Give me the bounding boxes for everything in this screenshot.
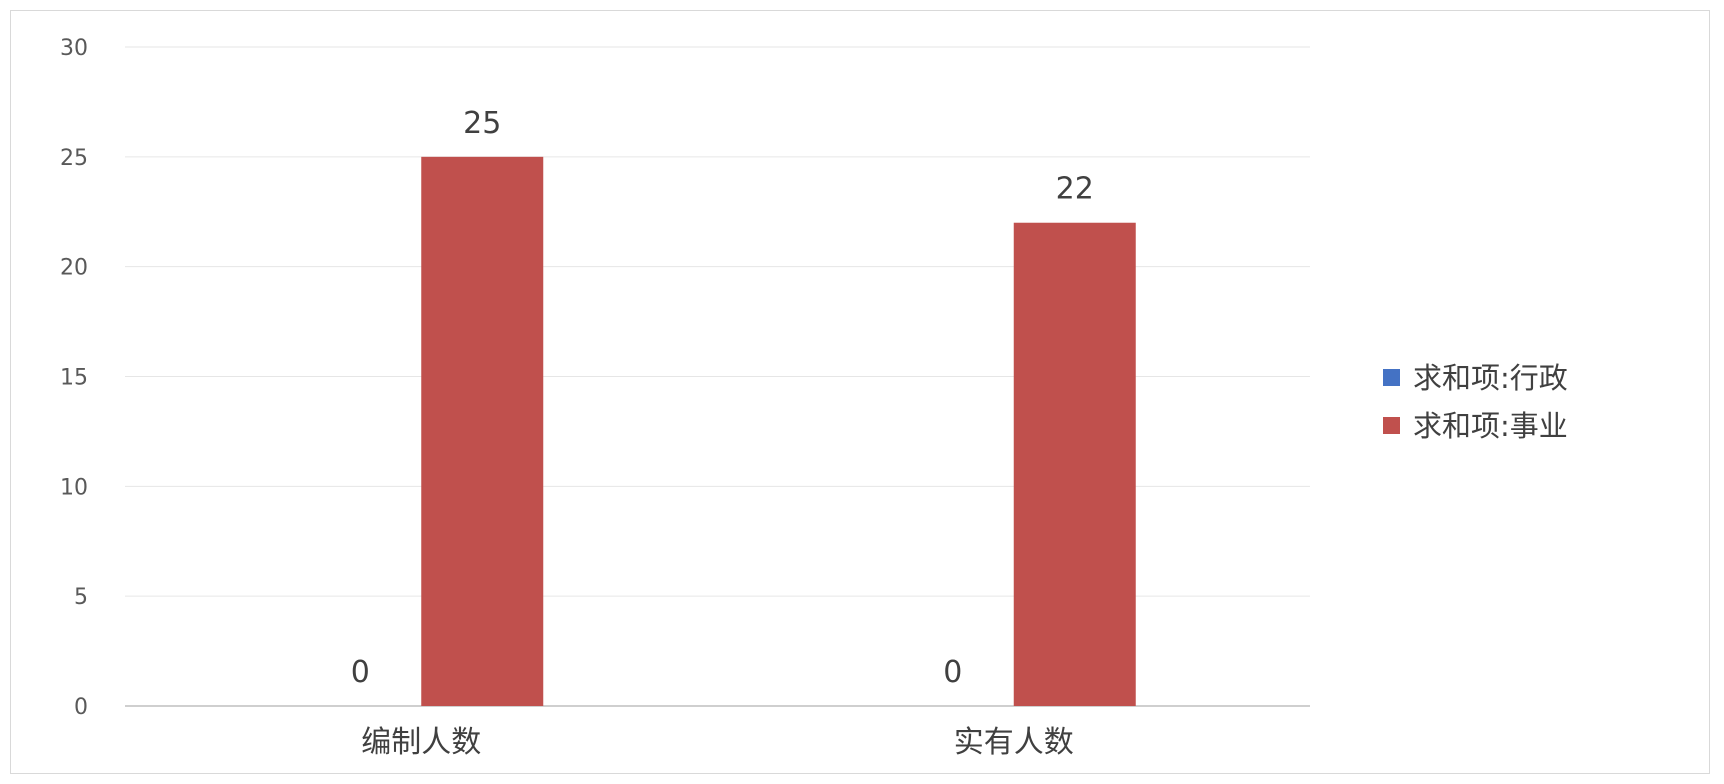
bars bbox=[421, 156, 1136, 707]
data-label: 22 bbox=[1056, 172, 1094, 207]
bar-shiye-0 bbox=[421, 156, 544, 707]
legend-label: 求和项:事业 bbox=[1413, 409, 1568, 443]
legend-swatch bbox=[1383, 417, 1400, 434]
data-label: 25 bbox=[463, 106, 501, 141]
y-tick-label: 30 bbox=[60, 36, 88, 61]
y-tick-label: 15 bbox=[60, 366, 88, 391]
chart-frame bbox=[10, 10, 1710, 774]
y-tick-label: 20 bbox=[60, 256, 88, 281]
bar-shiye-1 bbox=[1013, 222, 1136, 706]
y-tick-label: 10 bbox=[60, 475, 88, 500]
legend-label: 求和项:行政 bbox=[1413, 361, 1568, 395]
x-axis-categories: 编制人数 实有人数 bbox=[361, 725, 1074, 760]
data-labels: 0 25 0 22 bbox=[351, 106, 1094, 690]
y-tick-label: 5 bbox=[74, 585, 88, 610]
data-label: 0 bbox=[351, 655, 370, 690]
x-category-label: 实有人数 bbox=[954, 725, 1074, 760]
y-tick-label: 25 bbox=[60, 146, 88, 171]
y-tick-label: 0 bbox=[74, 695, 88, 720]
y-axis-ticks: 0 5 10 15 20 25 30 bbox=[60, 36, 88, 720]
data-label: 0 bbox=[943, 655, 962, 690]
legend-swatch bbox=[1383, 369, 1400, 386]
x-category-label: 编制人数 bbox=[361, 725, 481, 760]
